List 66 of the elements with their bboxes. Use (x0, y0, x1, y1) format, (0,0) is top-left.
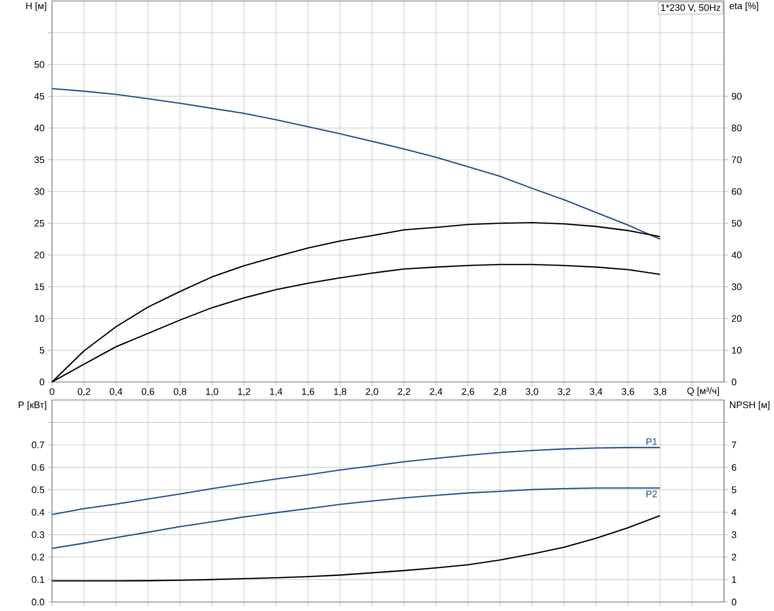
y-tick-label: 0.6 (32, 464, 44, 471)
y2-tick-label: 7 (732, 442, 736, 448)
y2-tick-label: 10 (732, 346, 742, 354)
x-tick-label: 1,0 (206, 388, 218, 396)
y2-tick-label: 90 (732, 92, 742, 100)
x-tick-label: 0,2 (78, 388, 90, 396)
y-tick-label: 40 (34, 124, 44, 132)
y2-tick-label: 5 (732, 486, 736, 494)
x-tick-label: 1,8 (334, 388, 346, 396)
line-series (51, 446, 661, 516)
x-tick-label: 0 (50, 388, 54, 395)
x-tick-label: 3,4 (590, 388, 602, 396)
chart-title: 1*230 V, 50Hz (661, 4, 720, 12)
y-tick-label: 0 (40, 378, 44, 386)
x-tick-label: 3,8 (654, 388, 666, 396)
y2-tick-label: 1 (732, 576, 736, 583)
y-tick-label: 0.3 (32, 531, 44, 538)
y-tick-label: 0.7 (32, 442, 44, 448)
y-tick-label: 0.0 (32, 598, 44, 606)
y2-axis-title: NPSH [м] (730, 401, 770, 410)
y2-tick-label: 20 (732, 315, 742, 322)
y2-tick-label: 0 (732, 378, 736, 386)
x-tick-label: 0,8 (174, 388, 186, 396)
y-tick-label: 0.4 (32, 508, 44, 516)
x-tick-label: 1,2 (238, 388, 250, 396)
x-tick-label: 2,0 (366, 388, 378, 396)
y-axis-title: P [кВт] (18, 401, 46, 410)
x-tick-label: 3,6 (622, 388, 634, 396)
y-tick-label: 25 (34, 220, 44, 227)
x-tick-label: 0,6 (142, 388, 154, 396)
y2-tick-label: 3 (732, 531, 736, 538)
x-axis-title: Q [м³/ч] (687, 387, 719, 396)
y-tick-label: 30 (34, 188, 44, 195)
y-tick-label: 0.5 (32, 486, 44, 494)
series-label: P2 (646, 490, 657, 498)
y2-tick-label: 60 (732, 188, 742, 195)
y2-tick-label: 50 (732, 220, 742, 227)
y2-tick-label: 30 (732, 283, 742, 290)
y2-tick-label: 4 (732, 508, 736, 516)
x-tick-label: 1,6 (302, 388, 314, 396)
y-tick-label: 5 (40, 346, 44, 354)
series-label: P1 (646, 438, 657, 445)
y2-tick-label: 6 (732, 464, 736, 471)
x-tick-label: 1,4 (270, 388, 282, 396)
x-tick-label: 2,4 (430, 388, 442, 396)
y-axis-title: H [м] (26, 2, 46, 12)
y2-tick-label: 0 (732, 598, 736, 606)
x-tick-label: 3,2 (558, 388, 570, 396)
x-tick-label: 0,4 (110, 388, 122, 396)
y-tick-label: 15 (34, 283, 44, 290)
y2-tick-label: 70 (732, 156, 742, 164)
y-tick-label: 20 (34, 252, 44, 258)
y-tick-label: 45 (34, 92, 44, 100)
y2-axis-title: eta [%] (730, 2, 758, 12)
y-tick-label: 10 (34, 315, 44, 322)
x-tick-label: 3,0 (526, 388, 538, 396)
y2-tick-label: 40 (732, 252, 742, 258)
y-tick-label: 50 (34, 61, 44, 68)
y-tick-label: 0.1 (32, 576, 44, 583)
x-tick-label: 2,8 (494, 388, 506, 396)
y2-tick-label: 80 (732, 124, 742, 132)
x-tick-label: 2,2 (398, 388, 410, 396)
x-tick-label: 2,6 (462, 388, 474, 396)
y-tick-label: 35 (34, 156, 44, 164)
y2-tick-label: 2 (732, 554, 736, 560)
y-tick-label: 0.2 (32, 554, 44, 560)
